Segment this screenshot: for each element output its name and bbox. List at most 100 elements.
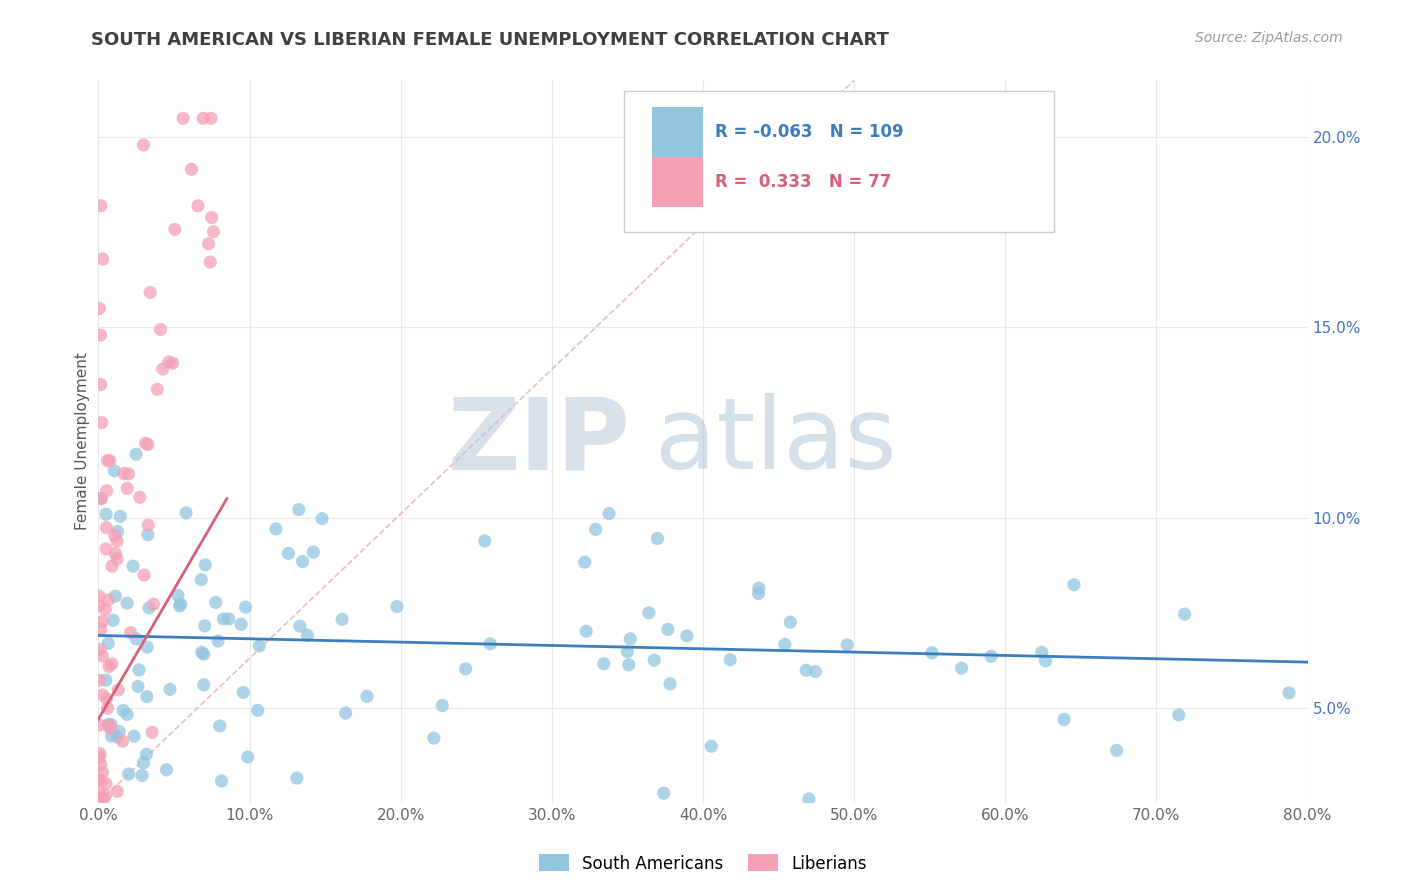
Point	[1278, 686, 1301, 700]
Point	[163, 222, 186, 236]
Point	[1035, 654, 1057, 668]
Point	[700, 739, 723, 754]
Point	[122, 729, 145, 743]
Point	[104, 589, 127, 603]
Point	[89, 792, 111, 806]
Point	[200, 255, 222, 269]
Point	[139, 285, 162, 300]
Point	[432, 698, 454, 713]
Point	[112, 703, 135, 717]
Point	[288, 619, 311, 633]
Point	[180, 162, 202, 177]
Point	[1031, 645, 1053, 659]
Point	[194, 619, 217, 633]
Point	[794, 663, 817, 677]
Point	[98, 721, 121, 735]
Point	[232, 685, 254, 699]
Point	[454, 662, 477, 676]
Point	[585, 523, 607, 537]
Point	[96, 453, 118, 467]
Point	[921, 646, 943, 660]
Point	[167, 588, 190, 602]
Point	[104, 547, 127, 561]
Point	[135, 436, 157, 450]
Point	[194, 558, 217, 572]
Point	[149, 322, 172, 336]
Point	[152, 362, 174, 376]
Point	[1167, 708, 1189, 723]
Text: R =  0.333   N = 77: R = 0.333 N = 77	[716, 173, 891, 192]
Point	[950, 661, 973, 675]
Point	[637, 606, 659, 620]
Point	[385, 599, 408, 614]
Point	[575, 624, 598, 639]
Point	[100, 729, 122, 743]
Point	[98, 659, 121, 673]
Point	[193, 647, 215, 661]
Point	[89, 673, 111, 688]
Point	[162, 356, 184, 370]
Point	[200, 112, 222, 126]
Point	[89, 642, 111, 657]
Point	[1174, 607, 1197, 621]
Point	[90, 622, 112, 636]
Point	[190, 573, 212, 587]
Point	[297, 628, 319, 642]
Point	[96, 691, 118, 706]
Point	[100, 717, 122, 731]
Point	[356, 690, 378, 704]
Point	[197, 236, 219, 251]
Point	[90, 199, 112, 213]
Point	[157, 355, 180, 369]
Point	[247, 639, 270, 653]
Point	[132, 137, 155, 152]
Point	[479, 637, 502, 651]
Point	[97, 636, 120, 650]
Point	[91, 648, 114, 663]
Text: atlas: atlas	[655, 393, 896, 490]
Point	[105, 730, 128, 744]
Point	[118, 767, 141, 781]
Text: R = -0.063   N = 109: R = -0.063 N = 109	[716, 123, 904, 141]
Point	[90, 377, 112, 392]
Point	[90, 491, 112, 506]
Text: SOUTH AMERICAN VS LIBERIAN FEMALE UNEMPLOYMENT CORRELATION CHART: SOUTH AMERICAN VS LIBERIAN FEMALE UNEMPL…	[91, 31, 889, 49]
Point	[101, 559, 124, 574]
Point	[107, 683, 129, 698]
Point	[598, 507, 620, 521]
Point	[330, 612, 353, 626]
Point	[90, 328, 112, 343]
Point	[128, 663, 150, 677]
Point	[659, 677, 682, 691]
Point	[172, 112, 194, 126]
Point	[423, 731, 446, 745]
Point	[104, 528, 127, 542]
Point	[125, 632, 148, 646]
Point	[211, 774, 233, 789]
Point	[120, 625, 142, 640]
Point	[136, 437, 159, 451]
Point	[125, 447, 148, 461]
FancyBboxPatch shape	[652, 107, 703, 157]
Point	[202, 225, 225, 239]
Y-axis label: Female Unemployment: Female Unemployment	[75, 352, 90, 531]
Point	[98, 718, 121, 732]
Point	[122, 559, 145, 574]
Point	[89, 599, 111, 613]
Point	[128, 490, 150, 504]
Point	[207, 634, 229, 648]
Point	[90, 416, 112, 430]
Point	[837, 638, 859, 652]
Point	[96, 483, 118, 498]
Point	[779, 615, 801, 629]
Point	[112, 467, 135, 481]
FancyBboxPatch shape	[652, 157, 703, 207]
Point	[208, 719, 231, 733]
Point	[136, 518, 159, 533]
Point	[474, 533, 496, 548]
Point	[91, 615, 114, 629]
Point	[96, 521, 118, 535]
Point	[302, 545, 325, 559]
Point	[647, 532, 669, 546]
Point	[285, 771, 308, 785]
